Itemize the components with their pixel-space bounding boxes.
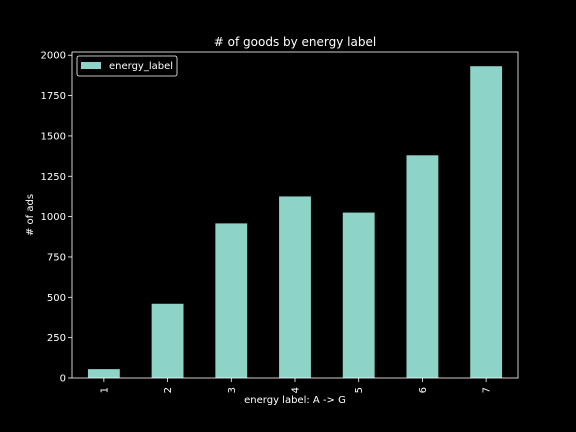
legend-label: energy_label [109,61,173,72]
bar-3 [215,223,247,378]
x-tick-label-2: 2 [163,387,174,393]
y-tick-label-250: 250 [47,333,66,344]
bar-6 [407,155,439,378]
legend-swatch [81,62,101,69]
y-tick-label-1250: 1250 [41,172,66,183]
bar-1 [88,369,120,378]
y-tick-label-1750: 1750 [41,91,66,102]
y-axis-label: # of ads [25,194,36,236]
bar-5 [343,213,375,378]
x-tick-label-3: 3 [227,387,238,393]
x-axis-label: energy label: A -> G [244,395,346,406]
bar-2 [152,304,184,378]
x-tick-label-1: 1 [99,387,110,393]
legend: energy_label [77,56,177,76]
x-tick-label-7: 7 [482,387,493,393]
x-tick-label-4: 4 [291,387,302,393]
bar-7 [470,66,502,378]
y-tick-label-1500: 1500 [41,131,66,142]
bars-group [88,66,502,378]
x-tick-label-5: 5 [354,387,365,393]
y-tick-label-0: 0 [60,374,66,385]
y-tick-label-2000: 2000 [41,51,66,62]
x-axis: 1 2 3 4 5 6 7 [99,378,492,393]
x-tick-label-6: 6 [418,387,429,393]
bar-4 [279,196,311,378]
y-tick-label-750: 750 [47,252,66,263]
chart-title: # of goods by energy label [214,35,376,49]
y-tick-label-500: 500 [47,293,66,304]
y-axis: 0 250 500 750 1000 1250 1500 1750 2000 [41,51,72,385]
y-tick-label-1000: 1000 [41,212,66,223]
